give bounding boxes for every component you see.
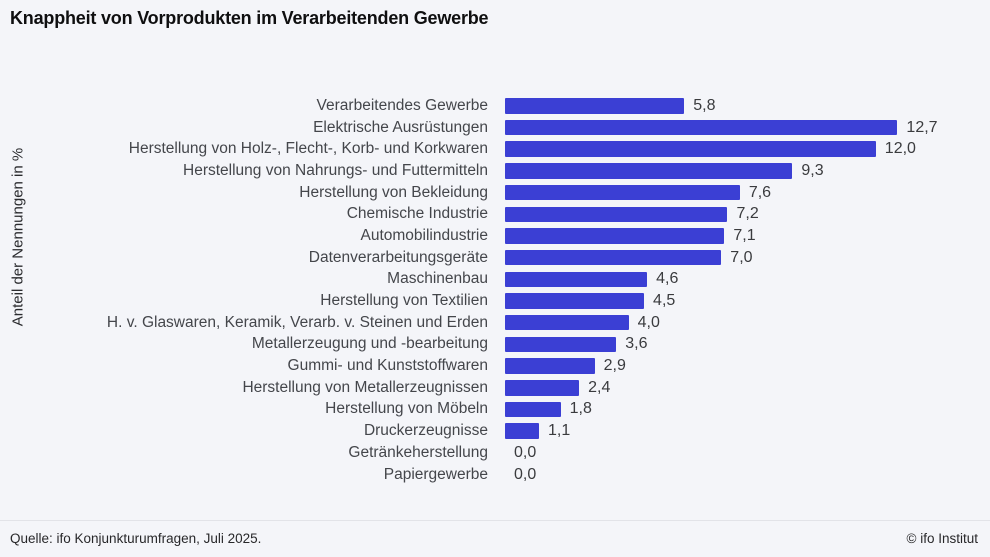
bar-row: Herstellung von Metallerzeugnissen 2,4 bbox=[0, 377, 990, 399]
bar-row: Druckerzeugnisse 1,1 bbox=[0, 420, 990, 442]
bar bbox=[505, 293, 645, 309]
bar bbox=[505, 98, 685, 114]
value-label: 3,6 bbox=[625, 335, 648, 353]
bar bbox=[505, 423, 539, 439]
category-label: Maschinenbau bbox=[387, 270, 488, 288]
value-label: 0,0 bbox=[514, 443, 537, 461]
bar-row: Papiergewerbe 0,0 bbox=[0, 464, 990, 486]
bar-row: Getränkeherstellung 0,0 bbox=[0, 442, 990, 464]
value-label: 1,8 bbox=[569, 400, 592, 418]
bar-row: Herstellung von Möbeln 1,8 bbox=[0, 399, 990, 421]
category-label: H. v. Glaswaren, Keramik, Verarb. v. Ste… bbox=[106, 313, 488, 331]
category-label: Gummi- und Kunststoffwaren bbox=[287, 357, 488, 375]
category-label: Datenverarbeitungsgeräte bbox=[308, 248, 488, 266]
value-label: 1,1 bbox=[547, 422, 571, 440]
category-label: Chemische Industrie bbox=[346, 205, 488, 223]
footer-divider bbox=[0, 520, 990, 521]
bar-row: Verarbeitendes Gewerbe 5,8 bbox=[0, 95, 990, 117]
bar-row: Maschinenbau 4,6 bbox=[0, 269, 990, 291]
value-label: 4,5 bbox=[653, 292, 676, 310]
bar bbox=[505, 141, 876, 157]
category-label: Papiergewerbe bbox=[383, 465, 488, 483]
bar bbox=[505, 119, 898, 136]
bar bbox=[505, 380, 580, 396]
value-label: 9,3 bbox=[801, 161, 824, 179]
value-label: 12,7 bbox=[906, 118, 938, 136]
bar-row: Metallerzeugung und -bearbeitung 3,6 bbox=[0, 334, 990, 356]
bar bbox=[505, 336, 617, 353]
value-label: 7,2 bbox=[736, 205, 759, 223]
category-label: Automobilindustrie bbox=[360, 226, 488, 244]
value-label: 2,4 bbox=[588, 378, 611, 396]
bar-row: Herstellung von Textilien 4,5 bbox=[0, 290, 990, 312]
category-label: Getränkeherstellung bbox=[348, 443, 488, 461]
value-label: 2,9 bbox=[603, 357, 626, 375]
bar bbox=[505, 163, 793, 179]
value-label: 7,1 bbox=[733, 226, 756, 244]
category-label: Herstellung von Holz-, Flecht-, Korb- un… bbox=[128, 140, 488, 158]
chart-title: Knappheit von Vorprodukten im Verarbeite… bbox=[10, 8, 489, 28]
bar bbox=[505, 401, 561, 418]
value-label: 7,0 bbox=[730, 248, 753, 266]
category-label: Verarbeitendes Gewerbe bbox=[316, 96, 488, 114]
category-label: Herstellung von Metallerzeugnissen bbox=[242, 378, 488, 396]
bar-row: Herstellung von Holz-, Flecht-, Korb- un… bbox=[0, 138, 990, 160]
bar-chart: Verarbeitendes Gewerbe 5,8 Elektrische Aus… bbox=[0, 95, 990, 485]
value-label: 7,6 bbox=[748, 183, 772, 201]
value-label: 4,6 bbox=[656, 270, 679, 288]
category-label: Metallerzeugung und -bearbeitung bbox=[251, 335, 488, 353]
category-label: Druckerzeugnisse bbox=[363, 422, 488, 440]
bar-row: Automobilindustrie 7,1 bbox=[0, 225, 990, 247]
category-label: Elektrische Ausrüstungen bbox=[313, 118, 488, 136]
bar bbox=[505, 271, 648, 288]
value-label: 0,0 bbox=[514, 465, 537, 483]
bar-row: Elektrische Ausrüstungen 12,7 bbox=[0, 117, 990, 139]
bar bbox=[505, 314, 629, 331]
value-label: 12,0 bbox=[884, 140, 916, 158]
bar bbox=[505, 206, 728, 223]
bar bbox=[505, 249, 722, 266]
bar-row: Herstellung von Nahrungs- und Futtermitt… bbox=[0, 160, 990, 182]
category-label: Herstellung von Nahrungs- und Futtermitt… bbox=[183, 161, 488, 179]
bar-row: Chemische Industrie 7,2 bbox=[0, 203, 990, 225]
bar-row: Gummi- und Kunststoffwaren 2,9 bbox=[0, 355, 990, 377]
bar bbox=[505, 228, 725, 244]
source-note: Quelle: ifo Konjunkturumfragen, Juli 202… bbox=[10, 531, 262, 546]
bar-row: Datenverarbeitungsgeräte 7,0 bbox=[0, 247, 990, 269]
bar bbox=[505, 184, 740, 201]
category-label: Herstellung von Textilien bbox=[320, 292, 488, 310]
value-label: 5,8 bbox=[693, 96, 716, 114]
category-label: Herstellung von Möbeln bbox=[325, 400, 488, 418]
bar-row: Herstellung von Bekleidung 7,6 bbox=[0, 182, 990, 204]
bar-row: H. v. Glaswaren, Keramik, Verarb. v. Ste… bbox=[0, 312, 990, 334]
value-label: 4,0 bbox=[637, 313, 660, 331]
copyright-note: © ifo Institut bbox=[906, 531, 978, 546]
bar bbox=[505, 358, 595, 374]
category-label: Herstellung von Bekleidung bbox=[299, 183, 488, 201]
